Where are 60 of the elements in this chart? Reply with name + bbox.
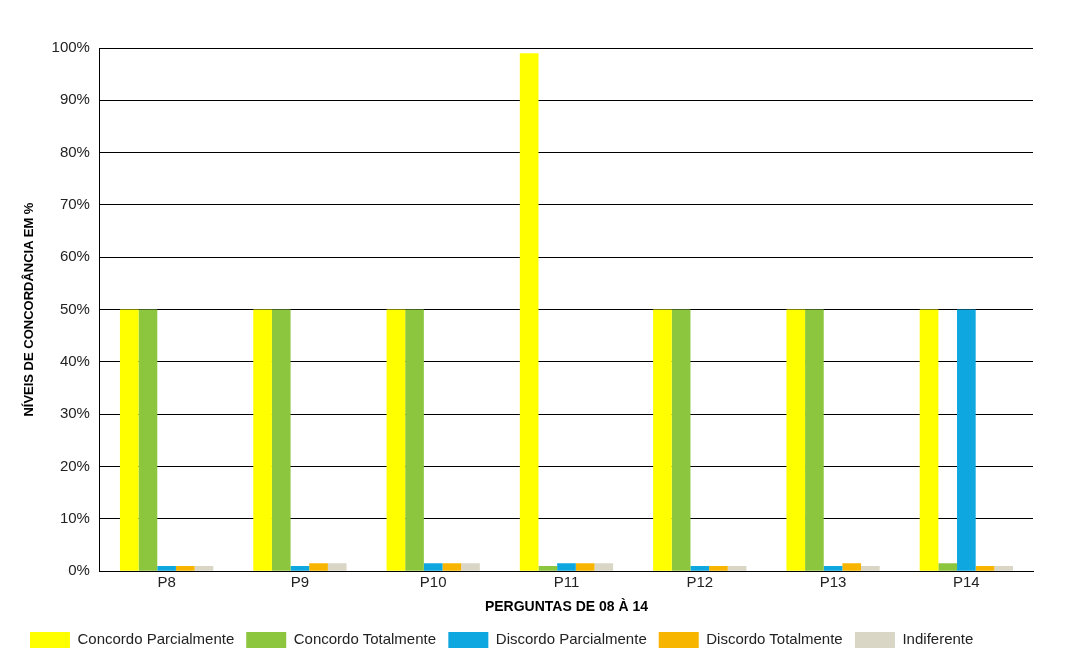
legend-label: Discordo Totalmente bbox=[706, 630, 843, 648]
bar bbox=[309, 563, 328, 571]
x-tick-label: P8 bbox=[157, 573, 176, 591]
legend-label: Indiferente bbox=[902, 630, 974, 648]
x-tick-label: P11 bbox=[553, 573, 580, 591]
y-tick-label: 30% bbox=[59, 404, 90, 422]
bar bbox=[823, 565, 843, 571]
x-axis-title: PERGUNTAS DE 08 À 14 bbox=[484, 598, 649, 615]
y-tick-label: 60% bbox=[59, 247, 90, 265]
bar bbox=[194, 565, 214, 571]
y-tick-label: 40% bbox=[59, 352, 90, 370]
bar bbox=[938, 563, 958, 571]
bar bbox=[690, 565, 710, 571]
bar bbox=[290, 565, 310, 571]
bar bbox=[138, 309, 158, 571]
bar bbox=[671, 309, 691, 571]
bar bbox=[253, 309, 272, 571]
legend-label: Discordo Parcialmente bbox=[495, 630, 647, 648]
bar bbox=[957, 309, 976, 571]
y-tick-label: 0% bbox=[68, 561, 90, 579]
y-tick-label: 10% bbox=[59, 509, 90, 527]
x-tick-label: P10 bbox=[419, 573, 447, 591]
bar bbox=[538, 565, 558, 571]
bar bbox=[709, 565, 728, 571]
bar bbox=[594, 563, 614, 571]
y-tick-label: 100% bbox=[51, 38, 90, 56]
bar bbox=[557, 563, 576, 571]
bar bbox=[386, 309, 406, 571]
y-axis-title: NÍVEIS DE CONCORDÂNCIA EM % bbox=[21, 202, 37, 417]
bar bbox=[423, 563, 443, 571]
y-tick-label: 80% bbox=[59, 142, 90, 160]
bar bbox=[175, 565, 195, 571]
bar bbox=[975, 565, 995, 571]
legend-label: Concordo Totalmente bbox=[293, 630, 437, 648]
x-tick-label: P12 bbox=[686, 573, 714, 591]
bar bbox=[461, 563, 480, 571]
bar bbox=[842, 563, 862, 571]
bar bbox=[119, 309, 139, 571]
bar bbox=[861, 565, 880, 571]
bar bbox=[919, 309, 939, 571]
bar bbox=[157, 565, 176, 571]
bar bbox=[519, 53, 539, 571]
bar bbox=[575, 563, 595, 571]
x-tick-label: P9 bbox=[290, 573, 310, 591]
bar bbox=[727, 565, 747, 571]
bar bbox=[405, 309, 424, 571]
y-tick-label: 50% bbox=[59, 299, 90, 317]
bar bbox=[994, 565, 1014, 571]
legend-label: Concordo Parcialmente bbox=[77, 630, 235, 648]
bar bbox=[786, 309, 806, 571]
y-tick-label: 90% bbox=[59, 90, 90, 108]
x-tick-label: P13 bbox=[819, 573, 847, 591]
y-tick-label: 70% bbox=[59, 195, 90, 213]
bar bbox=[442, 563, 462, 571]
x-tick-label: P14 bbox=[953, 573, 980, 591]
bar bbox=[271, 309, 291, 571]
bar bbox=[805, 309, 824, 571]
bar bbox=[327, 563, 347, 571]
bar bbox=[653, 309, 672, 571]
y-tick-label: 20% bbox=[59, 456, 90, 474]
